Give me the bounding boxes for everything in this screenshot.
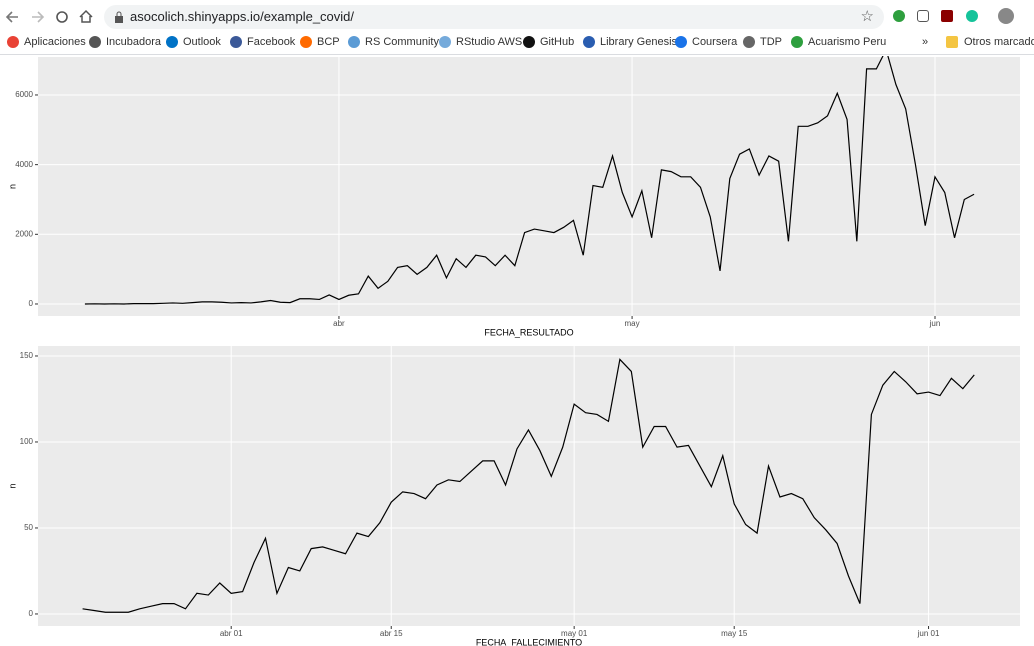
bookmark[interactable]: TDP (760, 36, 782, 48)
url: asocolich.shinyapps.io/example_covid/ (130, 9, 355, 24)
y-axis-title: n (7, 483, 17, 488)
panel (38, 57, 1020, 316)
x-tick-label: abr (333, 319, 345, 328)
bookmark[interactable]: Coursera (692, 36, 738, 48)
bookmark[interactable]: Acuarismo Peru (808, 36, 887, 48)
x-axis-title: FECHA_RESULTADO (484, 327, 573, 337)
y-axis-title: n (7, 184, 17, 189)
y-tick-label: 6000 (15, 90, 33, 99)
bookmark[interactable]: Library Genesis (600, 36, 678, 48)
x-tick-label: may 01 (561, 629, 588, 638)
x-tick-label: may (625, 319, 640, 328)
bookmark[interactable]: Outlook (183, 36, 221, 48)
y-tick-label: 0 (29, 299, 34, 308)
bookmark[interactable]: BCP (317, 36, 340, 48)
y-tick-label: 150 (20, 351, 34, 360)
x-tick-label: jun (929, 319, 941, 328)
line (82, 358, 975, 613)
y-tick-label: 0 (29, 609, 34, 618)
bookmark[interactable]: RStudio AWS (456, 36, 523, 48)
y-tick-label: 2000 (15, 229, 33, 238)
bookmark[interactable]: Incubadora (106, 36, 162, 48)
x-tick-label: may 15 (721, 629, 748, 638)
x-tick-label: jun 01 (917, 629, 940, 638)
line (84, 56, 975, 305)
more-bookmarks[interactable]: » (922, 36, 929, 48)
y-tick-label: 100 (20, 437, 34, 446)
bookmark[interactable]: Facebook (247, 36, 296, 48)
panel (38, 346, 1020, 626)
toolbar: asocolich.shinyapps.io/example_covid/ ☆ (0, 0, 1034, 32)
x-axis-title: FECHA_FALLECIMIENTO (476, 637, 582, 646)
nav-buttons[interactable] (0, 0, 100, 32)
bookmark[interactable]: Aplicaciones (24, 36, 86, 48)
y-tick-label: 4000 (15, 160, 33, 169)
x-tick-label: abr 01 (220, 629, 243, 638)
other-bookmarks[interactable]: Otros marcadores (964, 36, 1034, 48)
address-bar[interactable]: asocolich.shinyapps.io/example_covid/ ☆ (104, 5, 884, 29)
x-tick-label: abr 15 (380, 629, 403, 638)
bookmark[interactable]: RS Community (365, 36, 439, 48)
bookmarks-bar: Aplicaciones Incubadora Outlook Facebook BCP… (0, 32, 1034, 55)
y-tick-label: 50 (24, 523, 33, 532)
bookmark[interactable]: GitHub (540, 36, 575, 48)
